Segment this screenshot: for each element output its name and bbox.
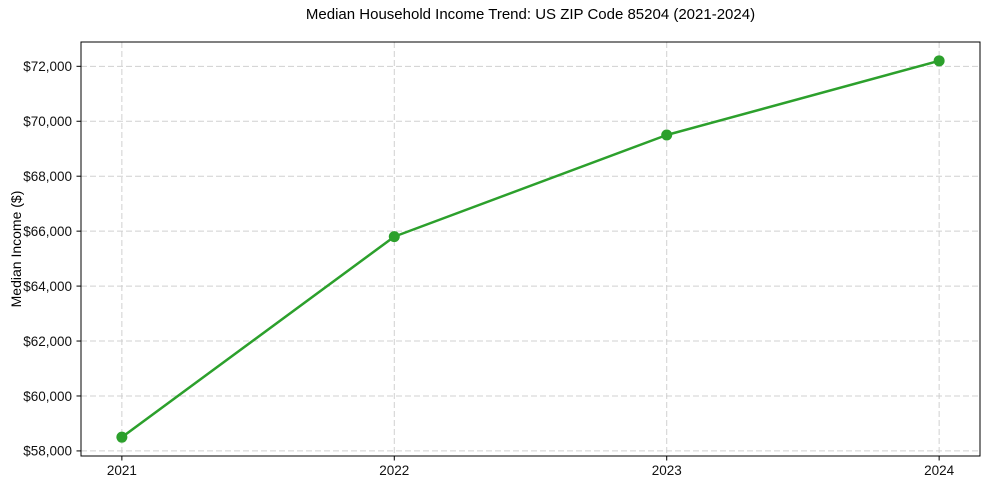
x-tick-label: 2023 (652, 463, 682, 478)
x-tick-label: 2022 (379, 463, 409, 478)
data-point-2023 (661, 129, 673, 141)
y-tick-label: $70,000 (23, 114, 72, 129)
y-tick-label: $62,000 (23, 334, 72, 349)
plot-border (80, 41, 981, 457)
income-line-series (120, 59, 941, 439)
y-tick-label: $68,000 (23, 169, 72, 184)
y-tick-label: $58,000 (23, 444, 72, 459)
x-tick-label: 2024 (924, 463, 955, 478)
y-tick-label: $72,000 (23, 59, 72, 74)
y-tick-label: $60,000 (23, 389, 72, 404)
data-point-2022 (388, 231, 400, 243)
y-tick-label: $66,000 (23, 224, 72, 239)
y-tick-label: $64,000 (23, 279, 72, 294)
data-point-2021 (116, 431, 128, 443)
data-point-2024 (933, 55, 945, 67)
x-tick-label: 2021 (107, 463, 137, 478)
chart-title: Median Household Income Trend: US ZIP Co… (305, 6, 756, 23)
